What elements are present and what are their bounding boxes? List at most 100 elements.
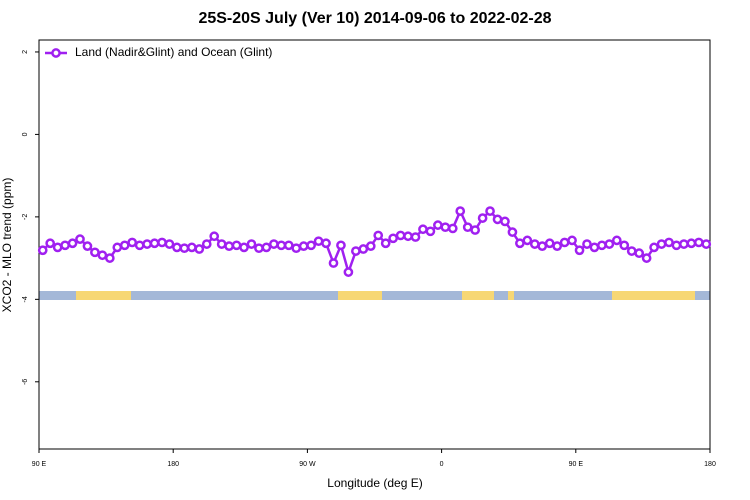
data-point [75, 234, 85, 244]
data-point [522, 235, 533, 246]
land-strip [612, 291, 695, 300]
data-point [671, 240, 682, 251]
data-point [321, 238, 331, 249]
data-point [559, 237, 570, 248]
data-point [179, 243, 190, 254]
land-strip [508, 291, 514, 300]
data-point [216, 239, 227, 249]
data-point [328, 258, 339, 268]
data-point [388, 233, 398, 244]
data-point [656, 239, 667, 249]
y-tick-label: -2 [22, 214, 29, 220]
data-point [611, 235, 622, 246]
data-point [440, 222, 451, 233]
data-point [104, 253, 115, 263]
data-point [589, 242, 600, 253]
data-point [626, 246, 637, 256]
data-point [507, 227, 518, 237]
data-point [649, 242, 659, 253]
data-point [425, 226, 436, 237]
data-point [194, 244, 205, 254]
data-point [306, 240, 316, 251]
data-point [574, 245, 585, 256]
data-point [343, 267, 354, 277]
y-tick-label: 2 [22, 50, 29, 54]
x-axis-label: Longitude (deg E) [327, 476, 422, 490]
data-point [358, 244, 369, 254]
x-tick-label: 180 [167, 461, 179, 468]
data-point [112, 242, 123, 253]
data-point [552, 241, 563, 251]
data-point [410, 232, 421, 242]
x-tick-label: 90 E [569, 461, 584, 468]
data-point [134, 240, 145, 251]
data-point [142, 239, 152, 249]
data-point [395, 230, 406, 241]
data-point [246, 239, 257, 249]
data-point [492, 214, 503, 225]
x-tick-label: 180 [704, 461, 716, 468]
data-point [239, 242, 249, 253]
data-point [97, 250, 108, 261]
data-point [567, 235, 577, 246]
data-point [679, 239, 689, 249]
data-point [455, 206, 466, 216]
data-point [641, 253, 652, 263]
data-point [231, 240, 242, 251]
data-point [336, 240, 346, 251]
data-point [67, 238, 78, 249]
data-point [90, 247, 100, 258]
land-strip [338, 291, 382, 300]
data-point [269, 239, 279, 249]
data-point [254, 243, 264, 254]
x-tick-label: 90 E [32, 461, 47, 468]
data-point [701, 239, 712, 249]
land-strip [76, 291, 131, 300]
data-point [45, 238, 56, 249]
y-tick-label: -4 [22, 296, 29, 302]
data-point [283, 240, 294, 251]
data-point [582, 239, 592, 249]
data-point [60, 240, 70, 251]
data-point [447, 223, 458, 234]
data-point [477, 213, 488, 223]
data-point [52, 242, 63, 253]
data-point [403, 231, 413, 242]
data-point [664, 237, 674, 248]
data-point [224, 241, 234, 251]
y-axis-label: XCO2 - MLO trend (ppm) [0, 178, 14, 313]
data-point [470, 225, 480, 235]
data-point [462, 222, 473, 233]
data-point [537, 241, 548, 251]
data-point [119, 240, 130, 251]
data-point [209, 231, 220, 242]
data-point [544, 238, 555, 249]
data-point [365, 241, 376, 251]
data-point [418, 224, 428, 235]
data-point [164, 239, 175, 249]
land-strip [462, 291, 494, 300]
data-point [157, 237, 167, 248]
data-point [82, 241, 93, 251]
data-point [149, 238, 160, 249]
data-point [261, 242, 272, 253]
data-point [485, 206, 495, 216]
data-point [201, 239, 212, 249]
data-point [127, 237, 138, 248]
land-ocean-band [39, 291, 710, 300]
data-point [529, 239, 540, 249]
x-tick-label: 90 W [299, 461, 316, 468]
data-point [313, 236, 324, 247]
data-point [373, 230, 384, 241]
data-point [597, 240, 607, 251]
data-point [380, 238, 391, 249]
data-point [604, 239, 615, 249]
data-point [500, 216, 510, 227]
x-tick-label: 0 [440, 461, 444, 468]
data-point [37, 245, 48, 256]
data-point [298, 241, 309, 251]
y-tick-label: 0 [22, 132, 29, 136]
chart-title: 25S-20S July (Ver 10) 2014-09-06 to 2022… [198, 10, 551, 27]
data-point [433, 220, 443, 230]
